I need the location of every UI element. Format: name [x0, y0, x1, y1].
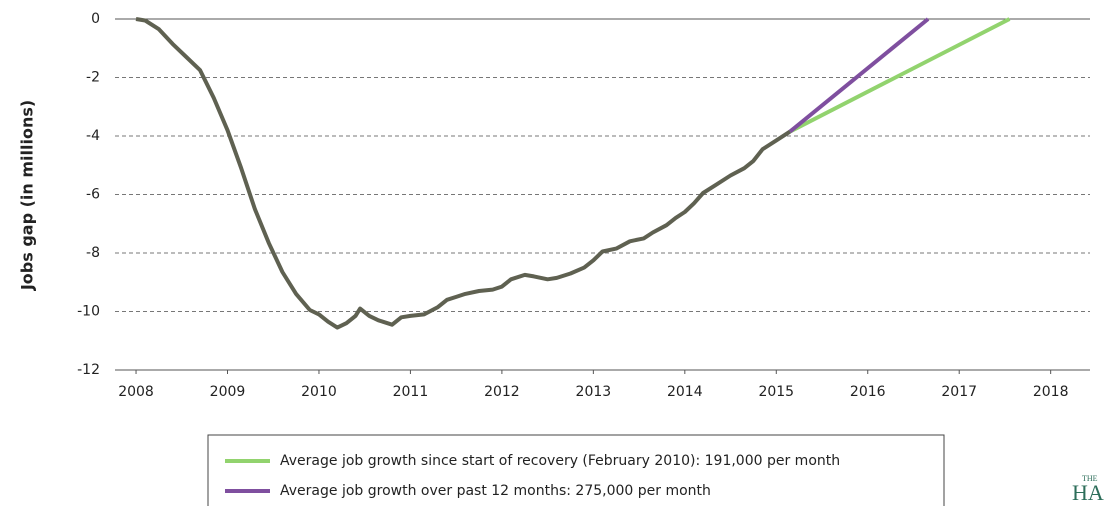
series-line	[135, 17, 792, 330]
x-tick-label: 2008	[118, 384, 154, 400]
legend-label: Average job growth over past 12 months: …	[280, 483, 711, 499]
series-line	[789, 17, 1011, 134]
series-line	[788, 17, 930, 134]
x-tick-label: 2016	[850, 384, 886, 400]
legend-label: Average job growth since start of recove…	[280, 453, 840, 469]
x-tick-label: 2014	[667, 384, 703, 400]
y-axis-label: Jobs gap (in millions)	[18, 100, 37, 291]
x-tick-label: 2009	[210, 384, 246, 400]
x-tick-label: 2010	[301, 384, 337, 400]
y-tick-label: -6	[86, 187, 100, 203]
y-tick-label: -12	[77, 362, 100, 378]
logo-main: HA	[1072, 480, 1104, 505]
y-tick-label: -8	[86, 245, 100, 261]
x-tick-label: 2013	[576, 384, 612, 400]
x-tick-label: 2017	[941, 384, 977, 400]
x-tick-label: 2018	[1033, 384, 1069, 400]
legend-box	[207, 434, 945, 506]
x-tick-label: 2012	[484, 384, 520, 400]
logo-top: THE	[1082, 474, 1098, 483]
y-tick-label: -10	[77, 304, 100, 320]
y-tick-label: 0	[91, 11, 100, 27]
x-tick-label: 2011	[393, 384, 429, 400]
y-tick-label: -4	[86, 128, 100, 144]
x-tick-label: 2015	[758, 384, 794, 400]
y-tick-label: -2	[86, 70, 100, 86]
